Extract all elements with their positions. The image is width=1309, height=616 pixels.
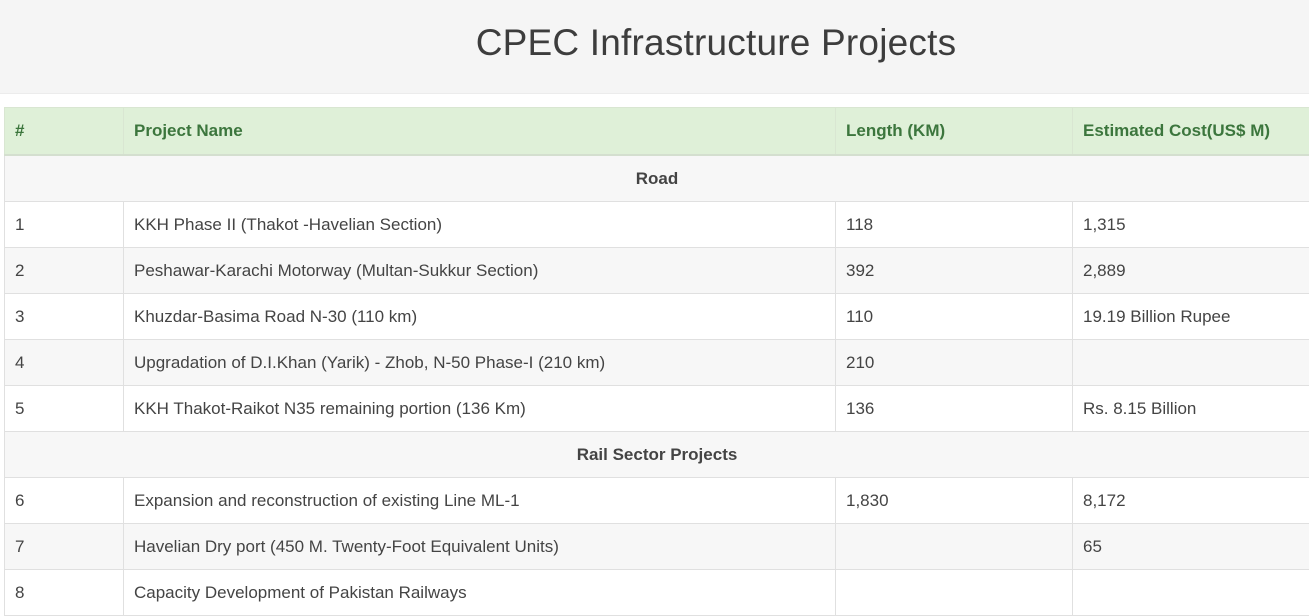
column-header-project-name: Project Name <box>124 108 836 156</box>
section-row-road: Road <box>5 155 1309 202</box>
cell-length: 118 <box>836 202 1073 248</box>
table-row: 4 Upgradation of D.I.Khan (Yarik) - Zhob… <box>5 340 1309 386</box>
cell-number: 8 <box>5 570 124 616</box>
cell-number: 7 <box>5 524 124 570</box>
cell-number: 3 <box>5 294 124 340</box>
section-title: Rail Sector Projects <box>5 432 1309 478</box>
cell-number: 2 <box>5 248 124 294</box>
cell-cost: 65 <box>1073 524 1309 570</box>
table-row: 5 KKH Thakot-Raikot N35 remaining portio… <box>5 386 1309 432</box>
cell-project-name: KKH Thakot-Raikot N35 remaining portion … <box>124 386 836 432</box>
page-header: CPEC Infrastructure Projects <box>0 0 1309 94</box>
cell-cost: 19.19 Billion Rupee <box>1073 294 1309 340</box>
projects-table: # Project Name Length (KM) Estimated Cos… <box>4 107 1309 616</box>
table-row: 1 KKH Phase II (Thakot -Havelian Section… <box>5 202 1309 248</box>
cell-project-name: Khuzdar-Basima Road N-30 (110 km) <box>124 294 836 340</box>
cell-project-name: Havelian Dry port (450 M. Twenty-Foot Eq… <box>124 524 836 570</box>
cell-number: 1 <box>5 202 124 248</box>
cell-length <box>836 524 1073 570</box>
cell-length: 136 <box>836 386 1073 432</box>
cell-number: 6 <box>5 478 124 524</box>
column-header-number: # <box>5 108 124 156</box>
section-title: Road <box>5 155 1309 202</box>
table-row: 6 Expansion and reconstruction of existi… <box>5 478 1309 524</box>
table-row: 8 Capacity Development of Pakistan Railw… <box>5 570 1309 616</box>
column-header-length: Length (KM) <box>836 108 1073 156</box>
projects-table-container: # Project Name Length (KM) Estimated Cos… <box>4 107 1309 616</box>
cell-cost <box>1073 570 1309 616</box>
cell-number: 4 <box>5 340 124 386</box>
cell-cost: 1,315 <box>1073 202 1309 248</box>
cell-length <box>836 570 1073 616</box>
cell-cost: Rs. 8.15 Billion <box>1073 386 1309 432</box>
cell-length: 210 <box>836 340 1073 386</box>
table-row: 2 Peshawar-Karachi Motorway (Multan-Sukk… <box>5 248 1309 294</box>
cell-length: 110 <box>836 294 1073 340</box>
cell-project-name: Expansion and reconstruction of existing… <box>124 478 836 524</box>
table-row: 3 Khuzdar-Basima Road N-30 (110 km) 110 … <box>5 294 1309 340</box>
table-row: 7 Havelian Dry port (450 M. Twenty-Foot … <box>5 524 1309 570</box>
cell-cost <box>1073 340 1309 386</box>
cell-project-name: Upgradation of D.I.Khan (Yarik) - Zhob, … <box>124 340 836 386</box>
cell-length: 392 <box>836 248 1073 294</box>
cell-project-name: KKH Phase II (Thakot -Havelian Section) <box>124 202 836 248</box>
column-header-cost: Estimated Cost(US$ M) <box>1073 108 1309 156</box>
table-header-row: # Project Name Length (KM) Estimated Cos… <box>5 108 1309 156</box>
cell-cost: 8,172 <box>1073 478 1309 524</box>
cell-project-name: Peshawar-Karachi Motorway (Multan-Sukkur… <box>124 248 836 294</box>
cell-length: 1,830 <box>836 478 1073 524</box>
page-title: CPEC Infrastructure Projects <box>0 22 1309 64</box>
section-row-rail: Rail Sector Projects <box>5 432 1309 478</box>
cell-cost: 2,889 <box>1073 248 1309 294</box>
cell-project-name: Capacity Development of Pakistan Railway… <box>124 570 836 616</box>
cell-number: 5 <box>5 386 124 432</box>
